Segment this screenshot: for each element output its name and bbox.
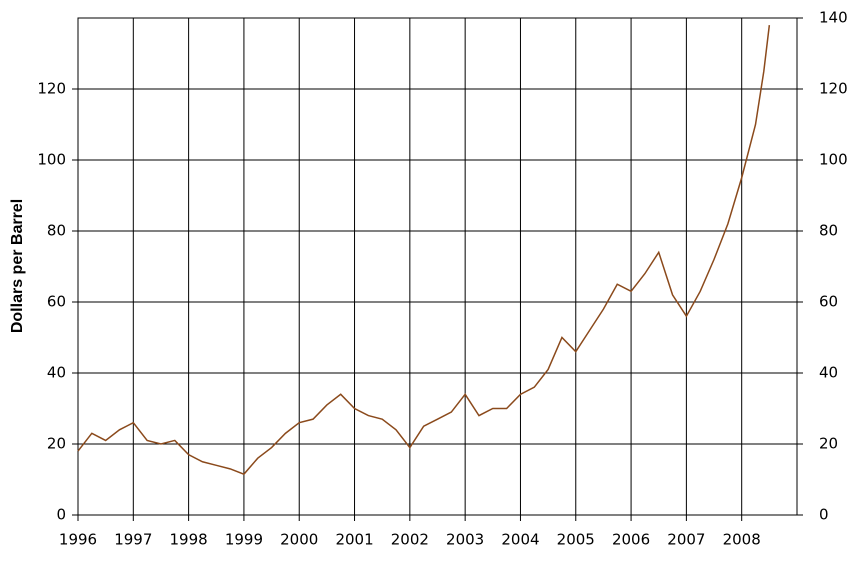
y-tick-label: 80 [47,222,66,240]
y-axis-label: Dollars per Barrel [9,199,26,333]
y-tick-label: 120 [37,80,66,98]
x-tick-label: 1997 [114,531,152,549]
x-tick-label: 2007 [667,531,705,549]
y-tick-label: 0 [56,506,66,524]
y2-tick-label: 60 [819,293,838,311]
y2-tick-label: 40 [819,364,838,382]
x-tick-label: 2002 [391,531,429,549]
y2-tick-label: 120 [819,80,848,98]
y2-tick-label: 20 [819,435,838,453]
price-line [77,25,771,476]
y-tick-label: 60 [47,293,66,311]
x-tick-label: 2003 [446,531,484,549]
x-tick-label: 1999 [225,531,263,549]
x-tick-label: 1996 [59,531,97,549]
y-tick-label: 40 [47,364,66,382]
y2-tick-label: 140 [819,9,848,27]
y2-tick-label: 100 [819,151,848,169]
x-tick-label: 2008 [723,531,761,549]
x-tick-label: 1998 [170,531,208,549]
y2-tick-label: 0 [819,506,829,524]
x-tick-label: 2000 [280,531,318,549]
x-tick-label: 2006 [612,531,650,549]
plot-frame [77,17,798,516]
y2-tick-label: 80 [819,222,838,240]
x-tick-label: 2001 [335,531,373,549]
y-tick-label: 20 [47,435,66,453]
y-tick-label: 100 [37,151,66,169]
x-tick-label: 2005 [557,531,595,549]
x-tick-label: 2004 [501,531,539,549]
